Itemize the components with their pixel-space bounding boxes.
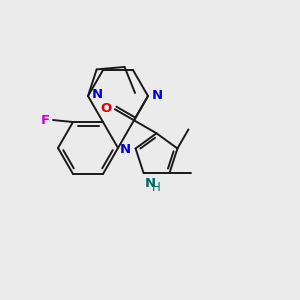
Text: H: H bbox=[152, 181, 160, 194]
Text: N: N bbox=[145, 177, 156, 190]
Text: N: N bbox=[92, 88, 103, 100]
Text: N: N bbox=[119, 143, 130, 156]
Text: O: O bbox=[100, 102, 112, 115]
Text: N: N bbox=[152, 88, 163, 101]
Text: F: F bbox=[40, 113, 50, 127]
